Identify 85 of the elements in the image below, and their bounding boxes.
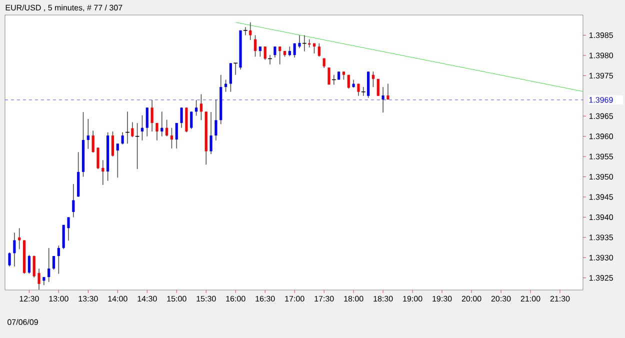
candlestick: [166, 119, 168, 137]
candlestick: [121, 132, 124, 145]
candlestick: [170, 127, 174, 149]
x-tick-label: 16:00: [226, 296, 246, 302]
x-tick-label: 19:30: [432, 296, 452, 302]
x-tick-label: 13:00: [49, 296, 68, 302]
y-tick-label: 1.3985: [589, 32, 613, 38]
candlestick: [386, 83, 390, 100]
candlestick: [13, 232, 16, 267]
x-tick-label: 20:30: [491, 296, 511, 302]
candlestick: [278, 46, 282, 65]
candlestick: [32, 255, 36, 278]
x-tick-label: 18:30: [374, 296, 393, 302]
y-tick-label: 1.3980: [589, 52, 614, 58]
y-tick-label: 1.3960: [589, 134, 614, 140]
candlestick: [274, 46, 276, 58]
y-tick-label: 1.3955: [589, 154, 613, 160]
candlestick: [160, 111, 164, 137]
y-tick-label: 1.3935: [589, 234, 613, 240]
y-tick-label: 1.3930: [589, 254, 614, 260]
candlestick: [96, 147, 100, 170]
candlestick: [156, 122, 158, 141]
ref-line-label: 1.3969: [589, 97, 613, 103]
y-tick-label: 1.3925: [589, 275, 613, 281]
candlestick: [146, 107, 148, 137]
x-tick-label: 18:00: [344, 296, 364, 302]
candlestick: [86, 118, 90, 150]
candlestick: [62, 224, 65, 250]
candlestick: [258, 46, 262, 58]
x-tick-label: 15:30: [196, 296, 216, 302]
y-tick-label: 1.3950: [589, 174, 614, 180]
candlestick: [298, 34, 301, 49]
candlestick: [175, 122, 178, 149]
candlestick: [347, 74, 350, 90]
y-tick-label: 1.3965: [589, 113, 613, 119]
candlestick: [180, 107, 183, 128]
candlestick: [293, 42, 296, 58]
text: 07/06/09: [8, 319, 38, 325]
chart-title: EUR/USD , 5 minutes, # 77 / 307: [6, 4, 122, 12]
candlestick: [254, 34, 257, 58]
candlestick: [92, 130, 94, 153]
candlestick: [102, 160, 104, 186]
candlestick: [185, 107, 188, 133]
y-tick-label: 1.3940: [589, 214, 614, 220]
candlestick: [52, 256, 56, 270]
candlestick: [57, 245, 60, 274]
candlestick: [111, 131, 114, 157]
y-tick-label: 1.3945: [589, 194, 613, 200]
candlestick: [28, 254, 30, 274]
x-tick-label: 12:30: [20, 296, 39, 302]
x-tick-label: 17:30: [314, 296, 334, 302]
candlestick: [38, 268, 40, 290]
candlestick: [357, 83, 360, 96]
candlestick: [150, 100, 154, 132]
candlestick: [318, 42, 320, 58]
candlestick: [190, 111, 193, 130]
candlestick: [210, 112, 212, 155]
candlestick: [140, 114, 144, 141]
candlestick: [200, 94, 202, 121]
candlestick: [8, 252, 11, 267]
candlestick: [376, 78, 380, 96]
candlestick: [288, 46, 291, 57]
x-tick-label: 21:00: [520, 296, 540, 302]
y-tick-label: 1.3975: [589, 72, 613, 78]
x-tick-label: 16:30: [256, 296, 275, 302]
candlestick: [67, 216, 70, 242]
x-tick-label: 15:00: [167, 296, 186, 302]
x-tick-label: 17:00: [285, 296, 304, 302]
x-tick-label: 14:00: [108, 296, 128, 302]
candlestick: [18, 228, 21, 250]
x-tick-label: 20:00: [462, 296, 482, 302]
candlestick: [72, 184, 75, 218]
candlestick: [249, 22, 252, 40]
candlestick: [194, 100, 198, 116]
x-tick-label: 14:30: [138, 296, 157, 302]
candlestick: [264, 46, 266, 60]
candlestick: [328, 67, 330, 85]
x-tick-label: 13:30: [78, 296, 98, 302]
x-tick-label: 19:00: [403, 296, 422, 302]
candlestick: [372, 71, 375, 88]
candlestick: [229, 62, 232, 92]
candlestick: [131, 122, 134, 138]
candlestick: [48, 248, 50, 282]
candlestick: [116, 143, 119, 178]
x-tick-label: 21:30: [550, 296, 570, 302]
